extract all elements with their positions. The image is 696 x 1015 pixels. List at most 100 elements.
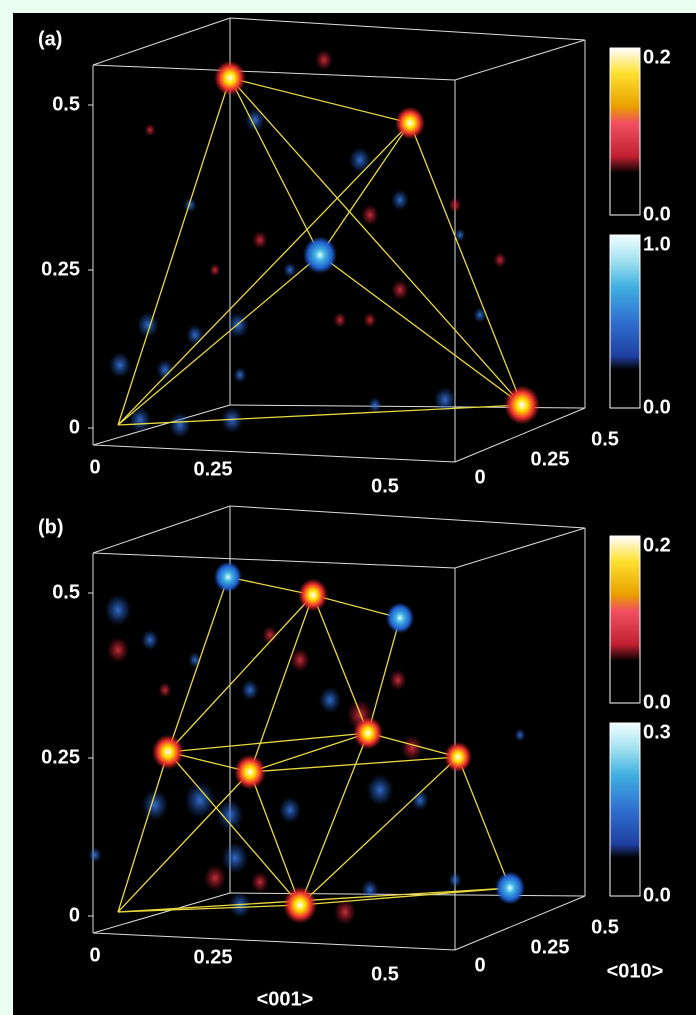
colorbar bbox=[609, 47, 641, 216]
density-blob bbox=[158, 682, 172, 698]
z-tick-label: 0.25 bbox=[531, 448, 570, 470]
density-blob bbox=[184, 781, 216, 819]
panel-label: (b) bbox=[38, 516, 64, 538]
density-blob bbox=[391, 279, 409, 301]
atom-site bbox=[353, 716, 383, 750]
density-blob bbox=[448, 197, 462, 213]
density-blob bbox=[233, 367, 247, 383]
density-blob bbox=[361, 879, 379, 901]
colorbar-max-label: 1.0 bbox=[643, 233, 671, 255]
bond-line bbox=[117, 771, 251, 913]
bond-line bbox=[299, 887, 511, 906]
box-edge bbox=[92, 64, 456, 81]
atom-site bbox=[303, 236, 337, 274]
box-edge bbox=[454, 527, 586, 569]
z-tick-label: 0.5 bbox=[591, 428, 619, 450]
box-edge bbox=[229, 17, 586, 41]
density-blob bbox=[391, 189, 409, 211]
colorbar-min-label: 0.0 bbox=[643, 396, 671, 418]
bond-line bbox=[117, 904, 301, 913]
atom-site bbox=[234, 754, 266, 790]
density-blob bbox=[283, 262, 297, 278]
colorbar-min-label: 0.0 bbox=[643, 884, 671, 906]
box-edge bbox=[229, 505, 586, 529]
z-axis-label: <010> bbox=[607, 960, 664, 982]
colorbar-max-label: 0.2 bbox=[643, 534, 671, 556]
box-edge bbox=[454, 895, 586, 951]
density-blob bbox=[401, 735, 423, 761]
x-tick-label: 0.5 bbox=[371, 963, 399, 985]
atom-site bbox=[152, 734, 184, 770]
density-blob bbox=[245, 108, 265, 132]
density-blob bbox=[473, 307, 487, 323]
density-blob bbox=[251, 871, 269, 893]
colorbar-max-label: 0.3 bbox=[643, 721, 671, 743]
atom-site bbox=[504, 385, 540, 425]
x-axis-label: <001> bbox=[257, 988, 314, 1010]
density-blob bbox=[109, 352, 131, 378]
bond-line bbox=[117, 254, 321, 426]
density-blob bbox=[221, 842, 249, 874]
density-blob bbox=[216, 799, 244, 831]
bond-line bbox=[319, 122, 411, 256]
box-edge bbox=[92, 404, 231, 446]
density-blob bbox=[252, 230, 268, 250]
density-blob bbox=[366, 774, 394, 806]
bond-line bbox=[299, 756, 459, 906]
box-edge bbox=[92, 444, 456, 463]
density-blob bbox=[209, 263, 221, 277]
y-tick-label: 0 bbox=[69, 416, 80, 438]
density-blob bbox=[107, 637, 129, 663]
atom-site bbox=[395, 106, 425, 140]
bond-line bbox=[117, 404, 523, 426]
density-blob bbox=[493, 252, 507, 268]
bond-line bbox=[249, 756, 459, 773]
x-tick-label: 0.25 bbox=[194, 458, 233, 480]
density-blob bbox=[411, 789, 429, 811]
x-tick-label: 0 bbox=[89, 944, 100, 966]
y-tick-label: 0.5 bbox=[52, 581, 80, 603]
atom-site bbox=[386, 602, 414, 634]
bond-line bbox=[117, 751, 169, 913]
density-blob bbox=[334, 899, 356, 925]
y-tick-label: 0.5 bbox=[52, 93, 80, 115]
density-blob bbox=[227, 312, 249, 338]
y-tick-label: 0.25 bbox=[41, 746, 80, 768]
atom-site bbox=[495, 871, 525, 905]
density-blob bbox=[319, 687, 341, 713]
density-blob bbox=[144, 123, 156, 137]
density-blob bbox=[368, 397, 382, 413]
box-edge bbox=[92, 505, 231, 554]
x-tick-label: 0.5 bbox=[371, 475, 399, 497]
density-blob bbox=[204, 865, 226, 891]
bond-line bbox=[167, 576, 229, 753]
density-blob bbox=[156, 359, 174, 381]
y-tick-label: 0 bbox=[69, 904, 80, 926]
density-blob bbox=[262, 625, 278, 645]
colorbar bbox=[609, 234, 641, 409]
bond-line bbox=[249, 771, 301, 906]
density-blob bbox=[315, 49, 333, 71]
bond-line bbox=[249, 594, 314, 773]
bond-line bbox=[409, 122, 523, 406]
bond-line bbox=[367, 617, 401, 734]
density-blob bbox=[514, 728, 526, 742]
bond-line bbox=[312, 594, 369, 734]
y-tick-label: 0.25 bbox=[41, 258, 80, 280]
density-blob bbox=[290, 648, 310, 672]
bond-line bbox=[319, 254, 523, 406]
density-blob bbox=[141, 629, 159, 651]
colorbar bbox=[609, 535, 641, 704]
box-edge bbox=[454, 407, 586, 463]
atom-site bbox=[298, 578, 328, 612]
colorbar-min-label: 0.0 bbox=[643, 691, 671, 713]
box-edge bbox=[92, 932, 456, 951]
bond-line bbox=[229, 77, 523, 406]
bond-line bbox=[167, 732, 369, 753]
atom-site bbox=[444, 741, 472, 773]
bond-line bbox=[367, 732, 459, 758]
